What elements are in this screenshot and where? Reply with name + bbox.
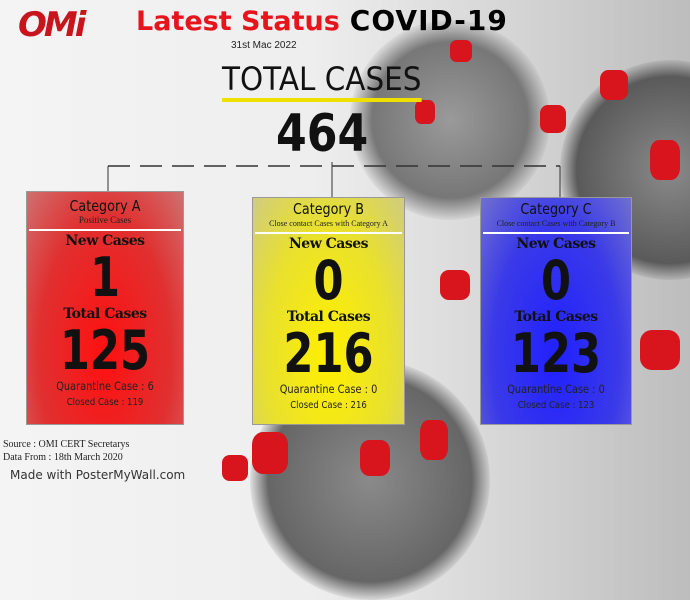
category-title: Category C xyxy=(520,200,592,218)
category-subtitle: Close contact Cases with Category B xyxy=(496,219,616,228)
new-cases-value: 0 xyxy=(540,249,572,312)
divider xyxy=(255,232,402,234)
new-cases-value: 1 xyxy=(89,246,121,309)
category-title: Category A xyxy=(69,197,141,215)
total-cases-value: 216 xyxy=(283,322,374,385)
closed-case: Closed Case : 216 xyxy=(290,400,367,411)
quarantine-case: Quarantine Case : 6 xyxy=(56,379,154,393)
category-subtitle: Close contact Cases with Category A xyxy=(269,219,388,228)
new-cases-value: 0 xyxy=(313,249,344,312)
total-cases-value: 464 xyxy=(276,104,369,164)
report-date: 31st Mac 2022 xyxy=(231,40,297,51)
category-subtitle: Positive Cases xyxy=(78,215,132,225)
closed-case: Closed Case : 119 xyxy=(66,397,144,408)
omi-logo: OMi xyxy=(18,5,86,45)
quarantine-case: Quarantine Case : 0 xyxy=(279,382,378,396)
connector-lines xyxy=(107,162,561,197)
source-text: Source : OMI CERT Secretarys xyxy=(3,439,130,450)
watermark: Made with PosterMyWall.com xyxy=(10,468,186,482)
title-covid: COVID-19 xyxy=(349,4,508,37)
total-cases-label: Total Cases xyxy=(286,309,371,325)
closed-case: Closed Case : 123 xyxy=(517,400,595,411)
new-cases-label: New Cases xyxy=(516,236,596,252)
divider xyxy=(483,232,629,234)
title-row: Latest Status COVID-19 xyxy=(136,4,508,38)
divider xyxy=(29,229,181,231)
total-cases-label: Total Cases xyxy=(514,309,598,325)
new-cases-label: New Cases xyxy=(65,233,145,249)
total-cases-label: Total Cases xyxy=(63,306,147,322)
title-latest-status: Latest Status xyxy=(136,6,340,37)
new-cases-label: New Cases xyxy=(288,236,369,252)
quarantine-case: Quarantine Case : 0 xyxy=(507,382,605,396)
category-c-card: Category C Close contact Cases with Cate… xyxy=(480,197,632,425)
category-title: Category B xyxy=(292,200,365,218)
category-a-card: Category A Positive Cases New Cases 1 To… xyxy=(26,191,184,425)
data-from-text: Data From : 18th March 2020 xyxy=(3,452,123,463)
category-b-card: Category B Close contact Cases with Cate… xyxy=(252,197,405,425)
total-cases-value: 123 xyxy=(510,322,602,385)
total-cases-label: TOTAL CASES xyxy=(222,60,422,102)
total-cases-value: 125 xyxy=(59,319,151,382)
